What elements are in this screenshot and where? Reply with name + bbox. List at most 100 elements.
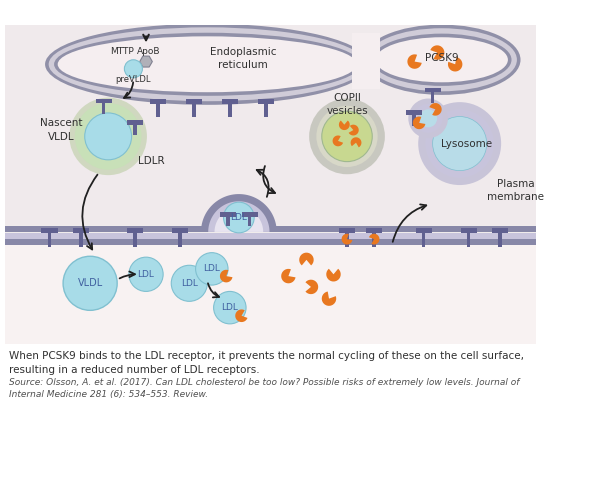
Circle shape bbox=[409, 98, 448, 138]
Wedge shape bbox=[430, 45, 445, 60]
Polygon shape bbox=[5, 233, 536, 239]
Polygon shape bbox=[5, 24, 536, 344]
Text: LDL: LDL bbox=[181, 279, 198, 288]
Wedge shape bbox=[322, 291, 336, 306]
Text: Endoplasmic
reticulum: Endoplasmic reticulum bbox=[210, 47, 277, 70]
Wedge shape bbox=[341, 234, 352, 245]
Text: When PCSK9 binds to the LDL receptor, it prevents the normal cycling of these on: When PCSK9 binds to the LDL receptor, it… bbox=[9, 351, 524, 375]
Polygon shape bbox=[499, 233, 502, 247]
Text: Lysosome: Lysosome bbox=[442, 139, 493, 149]
Circle shape bbox=[309, 98, 385, 174]
Polygon shape bbox=[5, 344, 536, 470]
Polygon shape bbox=[149, 99, 166, 104]
Polygon shape bbox=[248, 217, 251, 226]
Ellipse shape bbox=[58, 36, 357, 92]
Text: Plasma
membrane: Plasma membrane bbox=[487, 179, 544, 202]
Polygon shape bbox=[258, 99, 274, 104]
Polygon shape bbox=[208, 201, 269, 232]
Text: COPII
vesicles: COPII vesicles bbox=[326, 93, 368, 116]
Polygon shape bbox=[345, 233, 349, 247]
Polygon shape bbox=[220, 212, 236, 217]
Polygon shape bbox=[95, 98, 112, 103]
Polygon shape bbox=[156, 104, 160, 117]
Polygon shape bbox=[352, 33, 380, 81]
Wedge shape bbox=[220, 270, 232, 282]
Wedge shape bbox=[413, 117, 425, 129]
Polygon shape bbox=[264, 104, 268, 117]
Circle shape bbox=[75, 103, 142, 170]
Polygon shape bbox=[127, 229, 143, 233]
Polygon shape bbox=[406, 110, 422, 115]
Polygon shape bbox=[416, 229, 432, 233]
Circle shape bbox=[316, 106, 377, 167]
Polygon shape bbox=[5, 238, 536, 245]
Polygon shape bbox=[228, 104, 232, 117]
Text: LDL: LDL bbox=[221, 303, 238, 312]
Text: LDLR: LDLR bbox=[138, 156, 165, 166]
Circle shape bbox=[425, 109, 494, 178]
Circle shape bbox=[418, 102, 501, 185]
Wedge shape bbox=[326, 269, 341, 281]
Polygon shape bbox=[133, 125, 137, 136]
Polygon shape bbox=[192, 104, 196, 117]
Polygon shape bbox=[5, 226, 536, 232]
Wedge shape bbox=[448, 57, 463, 71]
Polygon shape bbox=[425, 88, 441, 92]
Polygon shape bbox=[185, 99, 202, 104]
Wedge shape bbox=[430, 103, 442, 116]
Text: VLDL: VLDL bbox=[77, 278, 103, 288]
Polygon shape bbox=[172, 229, 188, 233]
Circle shape bbox=[124, 60, 142, 78]
Polygon shape bbox=[492, 229, 508, 233]
Wedge shape bbox=[235, 309, 247, 322]
Polygon shape bbox=[5, 24, 536, 225]
Polygon shape bbox=[133, 233, 137, 247]
Circle shape bbox=[196, 252, 228, 285]
Circle shape bbox=[171, 265, 208, 301]
Polygon shape bbox=[201, 194, 277, 232]
Circle shape bbox=[129, 257, 163, 291]
Polygon shape bbox=[41, 229, 58, 233]
Wedge shape bbox=[332, 136, 343, 146]
Polygon shape bbox=[431, 92, 434, 103]
Polygon shape bbox=[127, 120, 143, 125]
Polygon shape bbox=[222, 99, 238, 104]
Circle shape bbox=[214, 291, 246, 324]
Circle shape bbox=[419, 109, 437, 127]
Polygon shape bbox=[48, 233, 52, 247]
Text: LDL: LDL bbox=[230, 213, 247, 222]
Polygon shape bbox=[412, 115, 416, 126]
Text: preVLDL: preVLDL bbox=[116, 75, 151, 84]
Wedge shape bbox=[349, 125, 359, 136]
Text: MTTP: MTTP bbox=[110, 47, 134, 56]
Wedge shape bbox=[305, 280, 318, 294]
Ellipse shape bbox=[363, 24, 521, 95]
Polygon shape bbox=[73, 229, 89, 233]
Polygon shape bbox=[242, 212, 258, 217]
Wedge shape bbox=[369, 234, 379, 245]
Ellipse shape bbox=[372, 33, 512, 86]
Polygon shape bbox=[102, 103, 106, 114]
Wedge shape bbox=[281, 269, 296, 283]
Polygon shape bbox=[461, 229, 477, 233]
Polygon shape bbox=[178, 233, 182, 247]
Polygon shape bbox=[226, 217, 230, 226]
Circle shape bbox=[63, 256, 117, 310]
Polygon shape bbox=[140, 56, 152, 67]
Polygon shape bbox=[467, 233, 470, 247]
Polygon shape bbox=[372, 233, 376, 247]
Circle shape bbox=[224, 202, 254, 233]
Circle shape bbox=[70, 98, 147, 175]
Ellipse shape bbox=[376, 37, 508, 82]
Polygon shape bbox=[352, 40, 380, 89]
Circle shape bbox=[85, 113, 131, 160]
Polygon shape bbox=[215, 208, 263, 232]
Polygon shape bbox=[366, 229, 382, 233]
Text: LDL: LDL bbox=[137, 270, 154, 279]
Polygon shape bbox=[339, 229, 355, 233]
Wedge shape bbox=[350, 137, 361, 147]
Polygon shape bbox=[79, 233, 83, 247]
Polygon shape bbox=[5, 245, 536, 344]
Ellipse shape bbox=[45, 24, 370, 105]
Circle shape bbox=[322, 111, 372, 162]
